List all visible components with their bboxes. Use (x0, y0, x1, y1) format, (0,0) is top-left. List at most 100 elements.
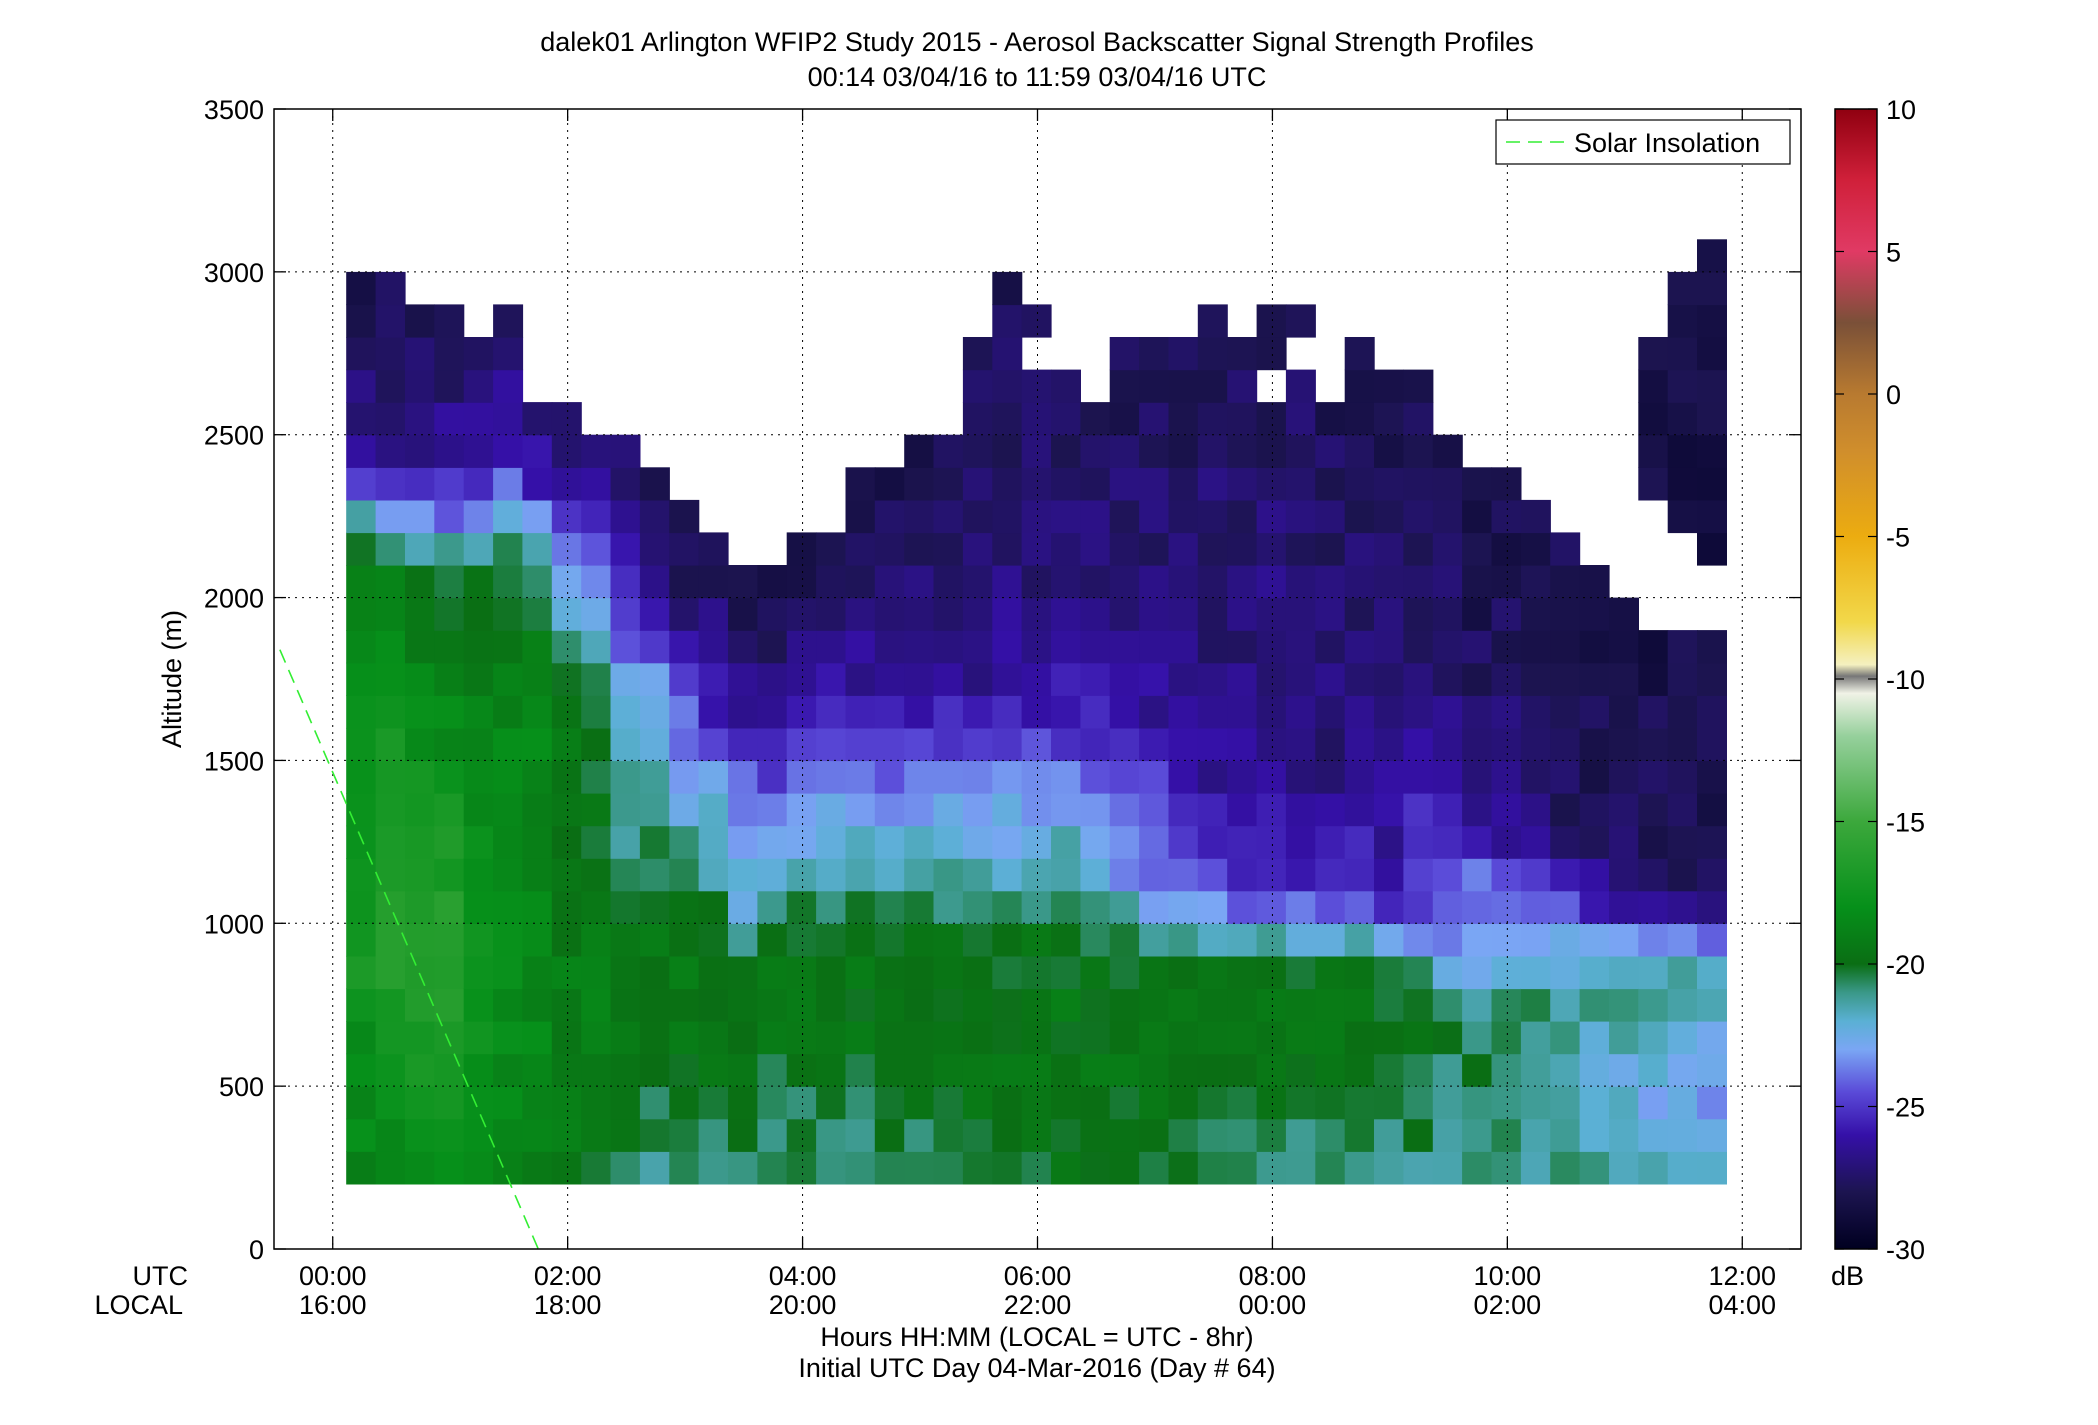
heatmap-cell (962, 1021, 993, 1055)
heatmap-cell (1403, 662, 1434, 696)
heatmap-cell (1667, 467, 1698, 501)
heatmap-cell (728, 1151, 758, 1185)
heatmap-cell (1021, 760, 1052, 794)
heatmap-cell (1315, 793, 1346, 827)
heatmap-cell (757, 858, 788, 892)
heatmap-cell (992, 695, 1023, 729)
heatmap-cell (493, 988, 524, 1022)
heatmap-cell (1579, 695, 1610, 729)
heatmap-cell (845, 532, 876, 566)
heatmap-cell (1285, 727, 1316, 762)
heatmap-cell (1168, 402, 1199, 436)
heatmap-cell (1638, 1021, 1669, 1055)
heatmap-cell (1256, 1021, 1287, 1055)
heatmap-cell (581, 793, 612, 827)
heatmap-cell (434, 337, 465, 371)
heatmap-cell (1080, 760, 1111, 794)
heatmap-cell (904, 1086, 935, 1120)
heatmap-cell (1403, 923, 1434, 957)
heatmap-cell (1051, 434, 1081, 468)
heatmap-cell (1139, 793, 1170, 827)
heatmap-cell (962, 955, 993, 990)
heatmap-cell (757, 1021, 788, 1055)
heatmap-cell (1051, 695, 1081, 729)
heatmap-cell (1667, 793, 1698, 827)
heatmap-cell (1051, 988, 1081, 1022)
heatmap-cell (962, 337, 993, 371)
heatmap-cell (1315, 988, 1346, 1022)
heatmap-cell (1638, 662, 1669, 696)
heatmap-cell (1403, 695, 1434, 729)
heatmap-cell (1109, 695, 1140, 729)
heatmap-cell (493, 369, 524, 403)
heatmap-cell (1051, 630, 1081, 664)
heatmap-cell (1080, 988, 1111, 1022)
heatmap-cell (493, 597, 524, 631)
heatmap-cell (610, 825, 641, 859)
heatmap-cell (845, 1021, 876, 1055)
heatmap-cell (786, 1086, 817, 1120)
heatmap-cell (463, 858, 494, 892)
heatmap-cell (551, 695, 582, 729)
heatmap-cell (551, 1021, 582, 1055)
heatmap-cell (1579, 1086, 1610, 1120)
heatmap-cell (610, 662, 641, 696)
heatmap-cell (904, 695, 935, 729)
heatmap-cell (933, 630, 964, 664)
heatmap-cell (375, 760, 406, 794)
heatmap-cell (1667, 858, 1698, 892)
heatmap-cell (1021, 793, 1052, 827)
heatmap-cell (405, 825, 435, 859)
heatmap-cell (1374, 955, 1404, 990)
heatmap-cell (1051, 467, 1081, 501)
colorbar-tick-label: 5 (1886, 238, 1901, 268)
heatmap-cell (1021, 923, 1052, 957)
heatmap-cell (1550, 1053, 1581, 1087)
heatmap-cell (1550, 695, 1581, 729)
heatmap-cell (1638, 630, 1669, 664)
heatmap-cell (874, 597, 905, 631)
heatmap-cell (1021, 565, 1052, 599)
heatmap-cell (1609, 760, 1639, 794)
heatmap-cell (1051, 858, 1081, 892)
heatmap-cell (757, 662, 788, 696)
heatmap-cell (1256, 565, 1287, 599)
heatmap-cell (346, 337, 377, 371)
heatmap-cell (493, 793, 524, 827)
heatmap-cell (757, 727, 788, 762)
heatmap-cell (669, 760, 700, 794)
heatmap-cell (434, 988, 465, 1022)
heatmap-cell (463, 793, 494, 827)
heatmap-cell (346, 271, 377, 306)
heatmap-cell (874, 662, 905, 696)
heatmap-cell (1520, 662, 1551, 696)
heatmap-cell (1374, 858, 1404, 892)
heatmap-cell (874, 467, 905, 501)
heatmap-cell (1462, 890, 1493, 924)
heatmap-cell (992, 1151, 1023, 1185)
colorbar-tick-label: -15 (1886, 808, 1925, 838)
heatmap-cell (1697, 1151, 1727, 1185)
heatmap-cell (786, 923, 817, 957)
heatmap-cell (1374, 565, 1404, 599)
colorbar-tick-label: 0 (1886, 380, 1901, 410)
heatmap-cell (1168, 793, 1199, 827)
heatmap-cell (728, 955, 758, 990)
heatmap-cell (1432, 858, 1463, 892)
heatmap-cell (874, 565, 905, 599)
heatmap-cell (1609, 1086, 1639, 1120)
heatmap-cell (610, 793, 641, 827)
heatmap-cell (1021, 825, 1052, 859)
heatmap-cell (1374, 597, 1404, 631)
heatmap-cell (933, 955, 964, 990)
heatmap-cell (1256, 532, 1287, 566)
heatmap-cell (405, 1086, 435, 1120)
heatmap-cell (1021, 955, 1052, 990)
heatmap-cell (1051, 1053, 1081, 1087)
heatmap-cell (1139, 434, 1170, 468)
heatmap-cell (786, 825, 817, 859)
heatmap-cell (1550, 630, 1581, 664)
heatmap-cell (346, 369, 377, 403)
heatmap-cell (434, 955, 465, 990)
heatmap-cell (346, 630, 377, 664)
